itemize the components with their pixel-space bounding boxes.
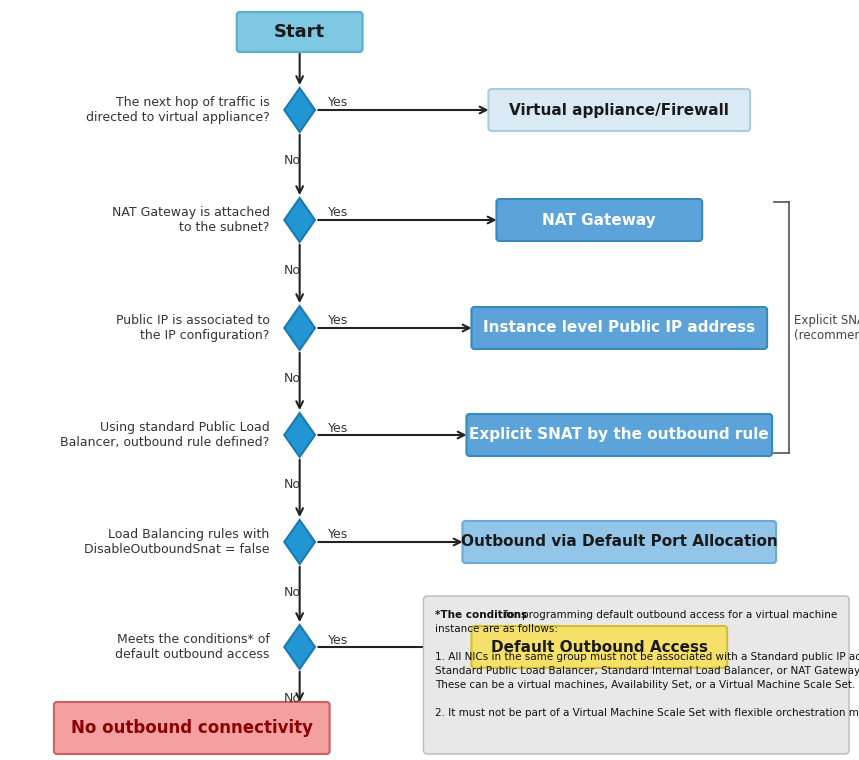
Polygon shape — [284, 306, 315, 350]
Text: The next hop of traffic is
directed to virtual appliance?: The next hop of traffic is directed to v… — [86, 96, 270, 124]
Text: No: No — [283, 479, 301, 492]
Text: No: No — [283, 372, 301, 385]
FancyBboxPatch shape — [472, 626, 728, 668]
Text: No: No — [283, 264, 301, 277]
FancyBboxPatch shape — [472, 307, 767, 349]
Text: Yes: Yes — [327, 315, 348, 328]
Text: Outbound via Default Port Allocation: Outbound via Default Port Allocation — [461, 534, 777, 549]
Polygon shape — [284, 198, 315, 242]
Text: Default Outbound Access: Default Outbound Access — [490, 639, 708, 654]
Text: Explicit SNAT by the outbound rule: Explicit SNAT by the outbound rule — [469, 427, 769, 442]
Text: NAT Gateway is attached
to the subnet?: NAT Gateway is attached to the subnet? — [112, 206, 270, 234]
Text: instance are as follows:

1. All NICs in the same group must not be associated w: instance are as follows: 1. All NICs in … — [436, 624, 859, 718]
FancyBboxPatch shape — [54, 702, 330, 754]
Polygon shape — [284, 625, 315, 669]
Text: No: No — [283, 692, 301, 705]
FancyBboxPatch shape — [423, 596, 849, 754]
Text: Yes: Yes — [327, 422, 348, 435]
Text: No outbound connectivity: No outbound connectivity — [70, 719, 313, 737]
Text: Load Balancing rules with
DisableOutboundSnat = false: Load Balancing rules with DisableOutboun… — [84, 528, 270, 556]
FancyBboxPatch shape — [497, 199, 702, 241]
Text: Yes: Yes — [327, 97, 348, 109]
FancyBboxPatch shape — [489, 89, 750, 131]
Polygon shape — [284, 520, 315, 564]
Text: No: No — [283, 154, 301, 166]
FancyBboxPatch shape — [466, 414, 772, 456]
Text: Using standard Public Load
Balancer, outbound rule defined?: Using standard Public Load Balancer, out… — [60, 421, 270, 449]
Text: Virtual appliance/Firewall: Virtual appliance/Firewall — [509, 103, 729, 118]
Text: NAT Gateway: NAT Gateway — [542, 213, 656, 227]
Text: Instance level Public IP address: Instance level Public IP address — [484, 321, 755, 335]
Text: Meets the conditions* of
default outbound access: Meets the conditions* of default outboun… — [115, 633, 270, 661]
FancyBboxPatch shape — [462, 521, 776, 563]
FancyBboxPatch shape — [237, 12, 362, 52]
Text: Yes: Yes — [327, 528, 348, 541]
Text: Start: Start — [274, 23, 326, 41]
Text: Yes: Yes — [327, 634, 348, 647]
Polygon shape — [284, 88, 315, 132]
Text: Public IP is associated to
the IP configuration?: Public IP is associated to the IP config… — [116, 314, 270, 342]
Text: for programming default outbound access for a virtual machine: for programming default outbound access … — [502, 610, 838, 620]
Text: Explicit SNAT methods
(recommendations): Explicit SNAT methods (recommendations) — [794, 314, 859, 342]
Text: *The conditions: *The conditions — [436, 610, 527, 620]
Text: Yes: Yes — [327, 207, 348, 220]
Polygon shape — [284, 413, 315, 457]
Text: No: No — [283, 585, 301, 599]
